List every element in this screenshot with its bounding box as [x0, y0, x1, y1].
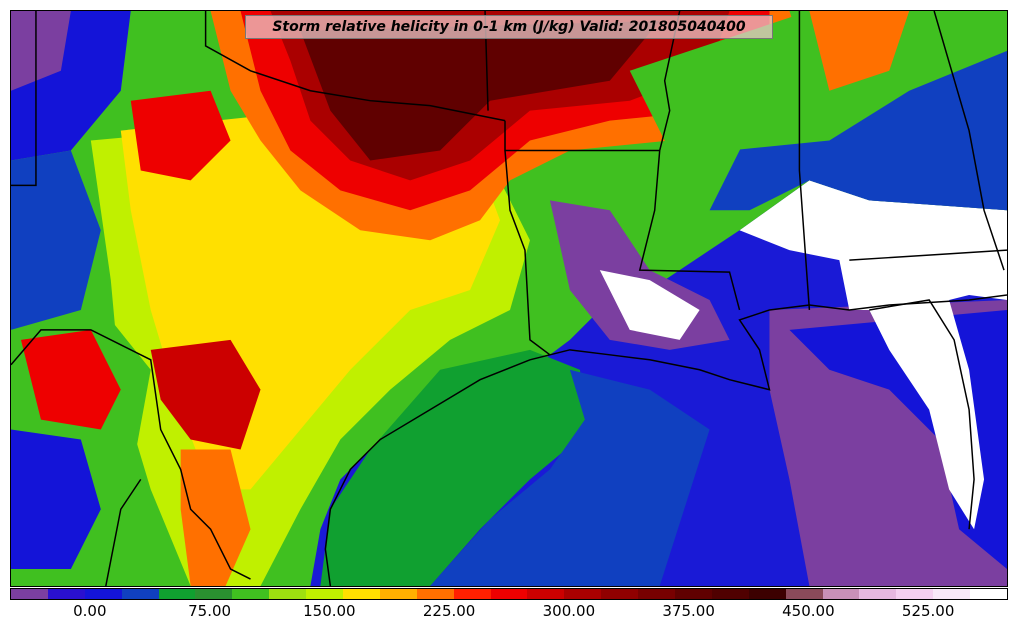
colorbar	[10, 588, 1008, 600]
colorbar-tick-label: 150.00	[303, 602, 356, 620]
coastal-green	[320, 349, 590, 586]
florida-region	[739, 180, 1007, 310]
west-purple	[11, 11, 71, 91]
east-blue	[709, 40, 1007, 211]
map-panel	[10, 10, 1008, 587]
colorbar-segment	[896, 589, 934, 599]
colorbar-segment	[84, 589, 122, 599]
colorbar-segment	[748, 589, 786, 599]
colorbar-segment	[822, 589, 860, 599]
louisiana-white	[599, 270, 700, 340]
colorbar-segment	[416, 589, 454, 599]
state-borders	[11, 11, 1007, 586]
gulf-coastline	[324, 294, 1007, 586]
colorbar-tick-label: 225.00	[422, 602, 476, 620]
colorbar-segment	[232, 589, 270, 599]
sw-red-blob	[150, 339, 261, 450]
colorbar-segment	[269, 589, 307, 599]
map-title: Storm relative helicity in 0-1 km (J/kg)…	[245, 15, 773, 39]
florida-coastline	[869, 299, 975, 530]
colorbar-segment	[11, 589, 48, 599]
colorbar-tick-label: 0.00	[73, 602, 107, 620]
colorbar-segment	[158, 589, 196, 599]
colorbar-segment	[343, 589, 380, 599]
land-maroon	[300, 20, 660, 161]
colorbar-segment	[453, 589, 491, 599]
colorbar-segment	[785, 589, 823, 599]
mississippi-river	[658, 11, 681, 151]
sw-mexico-red	[20, 329, 121, 430]
rio-grande	[11, 329, 251, 580]
colorbar-segment	[711, 589, 749, 599]
colorbar-segment	[121, 589, 159, 599]
colorbar-segment	[527, 589, 565, 599]
florida-peninsula	[869, 299, 985, 530]
new-mexico-border	[11, 11, 37, 187]
colorbar-segment	[638, 589, 676, 599]
sw-orange-strip	[180, 449, 251, 586]
helicity-map	[11, 11, 1007, 586]
colorbar-segment	[379, 589, 417, 599]
colorbar-segment	[859, 589, 897, 599]
colorbar-segment	[970, 589, 1008, 599]
colorbar-segment	[675, 589, 712, 599]
oklahoma-texas-border	[204, 11, 506, 122]
colorbar-tick-label: 450.00	[782, 602, 835, 620]
colorbar-segment	[195, 589, 233, 599]
east-orange	[809, 11, 910, 91]
georgia-border	[933, 11, 1005, 271]
mexico-state-border	[105, 478, 142, 586]
colorbar-labels: 0.00 75.00 150.00 225.00 300.00 375.00 450.00 5…	[10, 602, 1008, 624]
nw-red-blob	[130, 90, 231, 181]
texas-louisiana-border	[504, 150, 551, 356]
colorbar-segment	[306, 589, 344, 599]
east-green	[629, 11, 1007, 151]
alabama-border	[798, 11, 811, 311]
colorbar-segment	[933, 589, 971, 599]
colorbar-segment	[47, 589, 85, 599]
florida-border	[849, 249, 1007, 261]
colorbar-segment	[564, 589, 602, 599]
colorbar-tick-label: 75.00	[188, 602, 232, 620]
nearshore-blue	[430, 369, 710, 586]
sw-mexico-blue	[11, 429, 101, 570]
colorbar-tick-label: 375.00	[662, 602, 715, 620]
colorbar-tick-label: 525.00	[901, 602, 955, 620]
west-blue-mid	[11, 150, 101, 330]
colorbar-segment	[490, 589, 528, 599]
colorbar-tick-label: 300.00	[542, 602, 596, 620]
colorbar-segment	[601, 589, 639, 599]
mississippi-border	[638, 150, 741, 311]
